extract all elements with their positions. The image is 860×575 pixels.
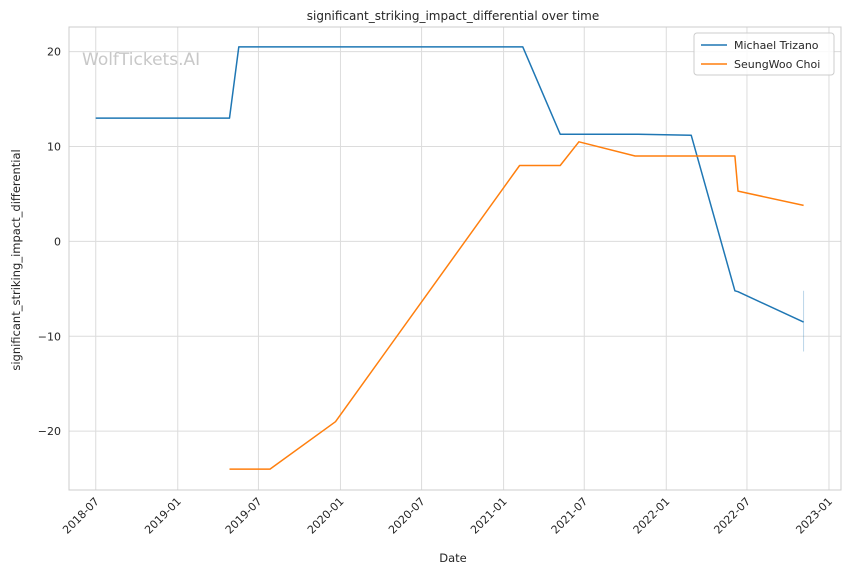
series-line-seungwoo-choi [229, 141, 804, 470]
x-tick-label-2020-01: 2020-01 [305, 495, 347, 537]
y-axis-ticks: −20 −10 0 10 20 [38, 46, 61, 439]
x-tick-label-2021-01: 2021-01 [468, 495, 510, 537]
x-tick-label-2023-01: 2023-01 [793, 495, 835, 537]
x-tick-label-2020-07: 2020-07 [386, 495, 428, 537]
y-tick-label: 20 [47, 46, 61, 59]
x-tick-label-2021-07: 2021-07 [549, 495, 591, 537]
x-tick-label-2019-01: 2019-01 [142, 495, 184, 537]
chart-title: significant_striking_impact_differential… [307, 9, 599, 23]
y-tick-label: 0 [54, 235, 61, 248]
legend-label-seungwoo-choi: SeungWoo Choi [734, 58, 820, 71]
x-tick-label-2022-01: 2022-01 [631, 495, 673, 537]
series-layer [95, 46, 805, 470]
grid [69, 27, 841, 490]
x-axis-ticks: 2018-07 2019-01 2019-07 2020-01 2020-07 2021-… [60, 495, 835, 537]
legend: Michael Trizano SeungWoo Choi [693, 32, 835, 76]
x-tick-label-2018-07: 2018-07 [60, 495, 102, 537]
plot-area [69, 27, 841, 490]
y-axis-title: significant_striking_impact_differential [9, 149, 23, 370]
y-tick-label: −10 [38, 330, 61, 343]
plot-frame [68, 26, 842, 491]
x-tick-label-2022-07: 2022-07 [711, 495, 753, 537]
x-tick-label-2019-07: 2019-07 [223, 495, 265, 537]
x-axis-title: Date [439, 551, 467, 565]
watermark: WolfTickets.AI [82, 50, 200, 70]
y-tick-label: −20 [38, 425, 61, 438]
legend-box [693, 32, 835, 76]
y-tick-label: 10 [47, 141, 61, 154]
legend-label-michael-trizano: Michael Trizano [734, 39, 819, 52]
series-line-michael-trizano [95, 46, 804, 323]
